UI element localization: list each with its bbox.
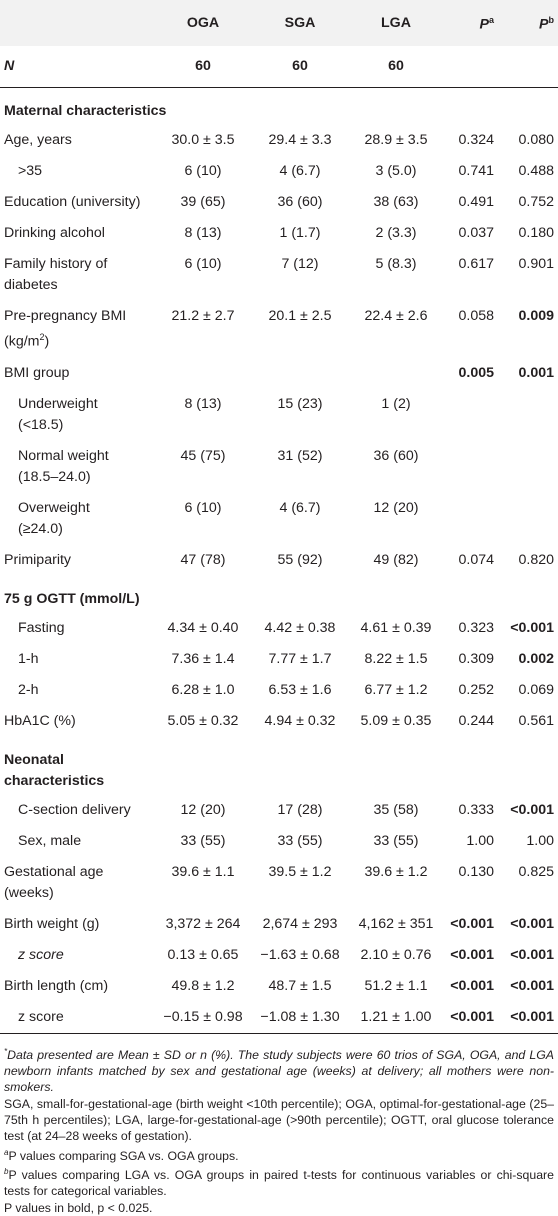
table-row: Age, years 30.0 ± 3.5 29.4 ± 3.3 28.9 ± …	[4, 132, 554, 148]
footnote-2: SGA, small-for-gestational-age (birth we…	[4, 1096, 554, 1144]
table-row: 2-h 6.28 ± 1.0 6.53 ± 1.6 6.77 ± 1.2 0.2…	[18, 681, 554, 698]
section-maternal: Maternal characteristics	[0, 88, 558, 126]
table-row: >35 6 (10) 4 (6.7) 3 (5.0) 0.741 0.488	[18, 163, 554, 179]
footnote-1: *Data presented are Mean ± SD or n (%). …	[4, 1046, 554, 1095]
n-lga: 60	[348, 46, 444, 88]
table-row: Pre-pregnancy BMI (kg/m2) 21.2 ± 2.7 20.…	[0, 301, 558, 358]
table-row: HbA1C (%) 5.05 ± 0.32 4.94 ± 0.32 5.09 ±…	[4, 712, 554, 729]
table-row: Sex, male 33 (55) 33 (55) 33 (55) 1.00 1…	[18, 832, 554, 849]
table-row: Gestational age (weeks) 39.6 ± 1.1 39.5 …	[4, 863, 554, 901]
section-ogtt: 75 g OGTT (mmol/L)	[0, 576, 558, 613]
header-blank	[0, 0, 154, 46]
footnote-4: bP values comparing LGA vs. OGA groups i…	[4, 1167, 554, 1199]
n-row: N 60 60 60	[0, 46, 558, 88]
table-row: Family history of diabetes 6 (10) 7 (12)…	[4, 256, 554, 293]
table-header: OGA SGA LGA Pa Pb	[0, 0, 558, 46]
header-oga: OGA	[154, 0, 252, 46]
footnote-5: P values in bold, p < 0.025.	[4, 1200, 153, 1215]
characteristics-table: OGA SGA LGA Pa Pb N 60 60 60 Maternal ch…	[0, 0, 558, 1034]
table-row: Drinking alcohol 8 (13) 1 (1.7) 2 (3.3) …	[4, 225, 554, 241]
header-sga: SGA	[252, 0, 348, 46]
header-pb: Pb	[498, 0, 558, 46]
footnote-3: aP values comparing SGA vs. OGA groups.	[4, 1147, 239, 1163]
n-label: N	[0, 46, 154, 88]
header-pa: Pa	[444, 0, 498, 46]
table-row: BMI group 0.005 0.001	[4, 364, 554, 381]
bmi-label: Pre-pregnancy BMI (kg/m2)	[4, 308, 127, 350]
table-row: C-section delivery 12 (20) 17 (28) 35 (5…	[18, 801, 554, 818]
table-row: Overweight (≥24.0) 6 (10) 4 (6.7) 12 (20…	[18, 499, 419, 537]
section-title: Maternal characteristics	[4, 103, 167, 119]
table-row: Underweight (<18.5) 8 (13) 15 (23) 1 (2)	[18, 395, 411, 433]
table-footnotes: *Data presented are Mean ± SD or n (%). …	[0, 1034, 558, 1216]
n-sga: 60	[252, 46, 348, 88]
n-oga: 60	[154, 46, 252, 88]
table-row: Primiparity 47 (78) 55 (92) 49 (82) 0.07…	[4, 551, 554, 568]
section-title: Neonatal characteristics	[4, 751, 105, 789]
table-row: Fasting 4.34 ± 0.40 4.42 ± 0.38 4.61 ± 0…	[18, 619, 554, 636]
table-row: z score −0.15 ± 0.98 −1.08 ± 1.30 1.21 ±…	[0, 1001, 558, 1034]
section-neonatal: Neonatal characteristics	[0, 737, 558, 795]
section-title: 75 g OGTT (mmol/L)	[4, 590, 140, 607]
table-row: Birth weight (g) 3,372 ± 264 2,674 ± 293…	[4, 915, 554, 932]
header-lga: LGA	[348, 0, 444, 46]
table-row: Normal weight (18.5–24.0) 45 (75) 31 (52…	[18, 447, 419, 485]
table-row: z score 0.13 ± 0.65 −1.63 ± 0.68 2.10 ± …	[18, 946, 554, 963]
table-row: 1-h 7.36 ± 1.4 7.77 ± 1.7 8.22 ± 1.5 0.3…	[18, 650, 554, 667]
table-row: Education (university) 39 (65) 36 (60) 3…	[4, 194, 554, 210]
table-row: Birth length (cm) 49.8 ± 1.2 48.7 ± 1.5 …	[4, 977, 554, 994]
